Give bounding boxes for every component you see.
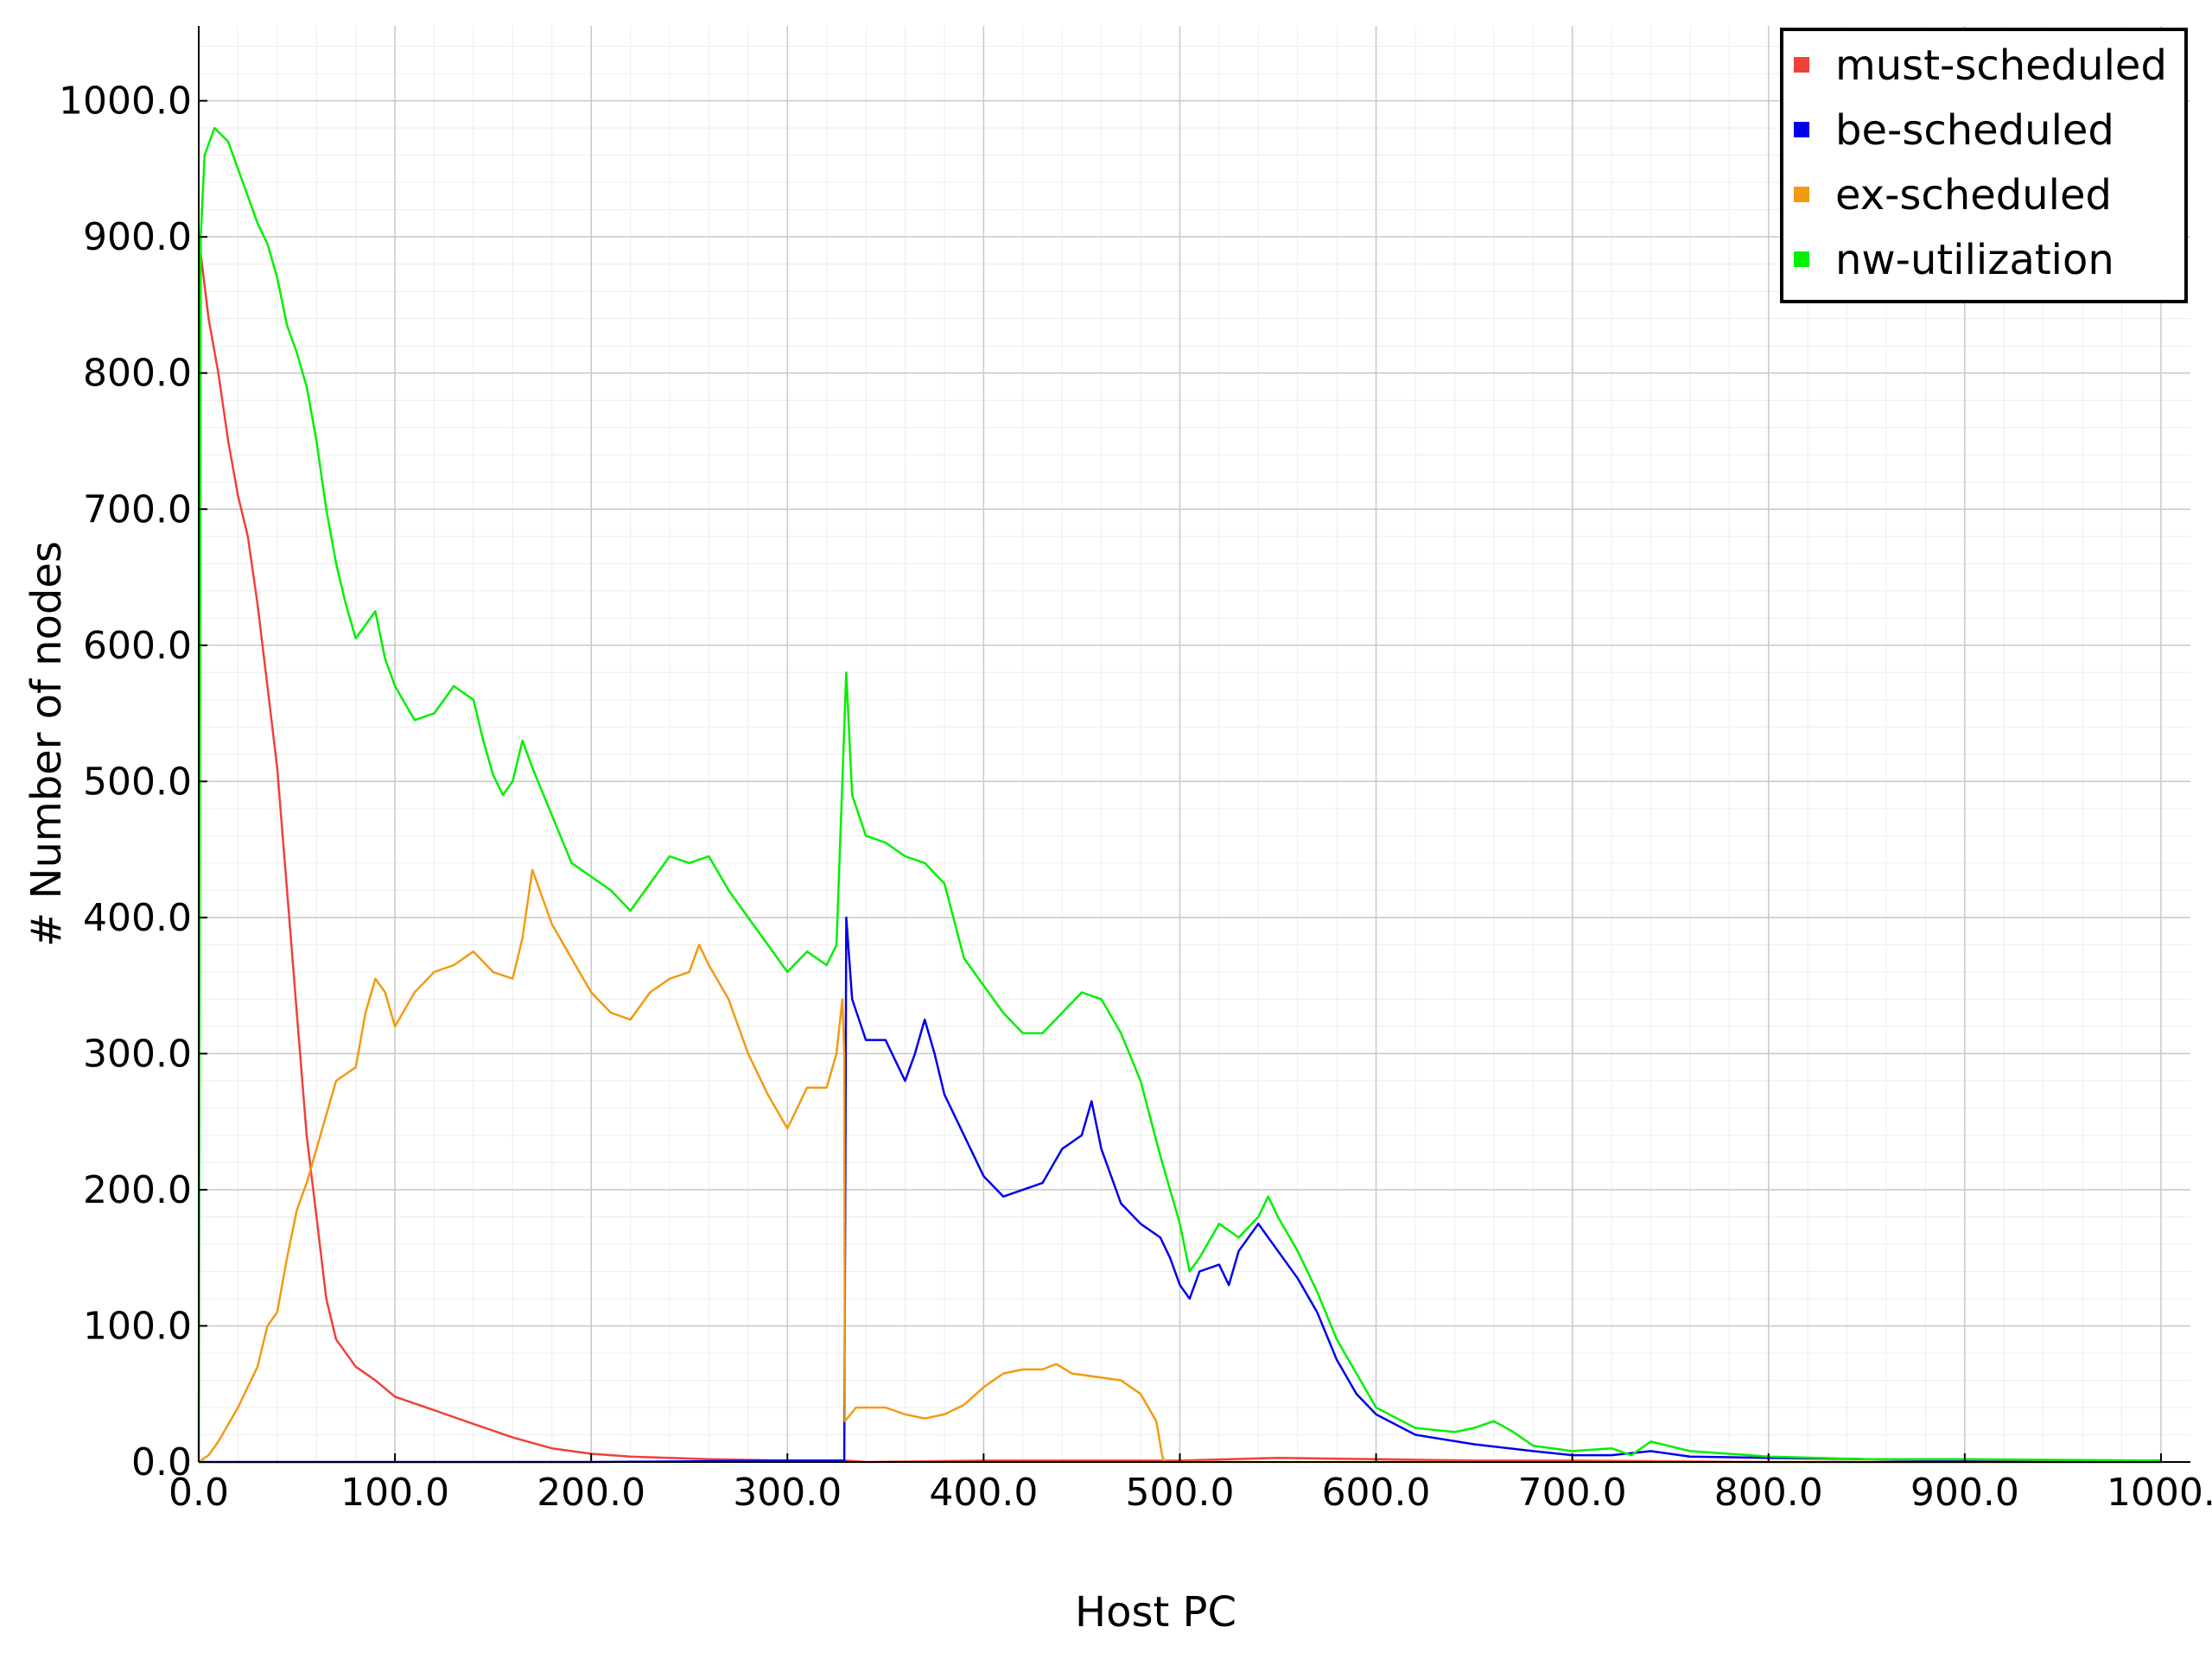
y-axis-title: # Number of nodes (22, 541, 71, 947)
y-tick-label: 1000.0 (59, 79, 192, 124)
legend-swatch (1794, 122, 1809, 137)
x-tick-label: 500.0 (1125, 1471, 1234, 1515)
y-axis-ticks: 0.0 100.0 200.0 300.0 400.0 500.0 600.0 700.0 80… (59, 79, 207, 1484)
legend-swatch (1794, 57, 1809, 73)
y-tick-label: 200.0 (83, 1168, 192, 1212)
series-layer (197, 126, 2161, 1464)
y-tick-label: 800.0 (83, 352, 192, 396)
x-tick-label: 1000. (2107, 1471, 2212, 1515)
y-tick-label: 400.0 (83, 896, 192, 940)
x-tick-label: 200.0 (537, 1471, 645, 1515)
y-tick-label: 700.0 (83, 487, 192, 531)
x-tick-label: 100.0 (340, 1471, 449, 1515)
x-axis-title: Host PC (1075, 1588, 1236, 1637)
y-tick-label: 900.0 (83, 215, 192, 259)
x-tick-label: 800.0 (1714, 1471, 1823, 1515)
legend: must-scheduled be-scheduled ex-scheduled nw… (1780, 28, 2188, 303)
legend-box (1780, 28, 2188, 303)
legend-label: nw-utilization (1835, 236, 2114, 284)
legend-label: must-scheduled (1835, 41, 2167, 90)
legend-swatch (1794, 187, 1809, 202)
x-tick-label: 400.0 (929, 1471, 1038, 1515)
x-tick-label: 700.0 (1518, 1471, 1627, 1515)
y-tick-label: 500.0 (83, 760, 192, 804)
legend-swatch (1794, 251, 1809, 267)
x-tick-label: 300.0 (733, 1471, 842, 1515)
y-tick-label: 0.0 (131, 1440, 192, 1484)
x-tick-label: 600.0 (1322, 1471, 1431, 1515)
series-line-be-scheduled (199, 916, 2161, 1464)
axes (198, 26, 2190, 1463)
legend-label: ex-scheduled (1835, 171, 2112, 219)
x-axis-ticks: 0.0 100.0 200.0 300.0 400.0 500.0 600.0 700.0 80… (168, 1453, 2212, 1515)
x-tick-label: 0.0 (168, 1471, 229, 1515)
series-line-nw-utilization (197, 126, 2161, 1463)
x-tick-label: 900.0 (1910, 1471, 2019, 1515)
y-tick-label: 100.0 (83, 1304, 192, 1348)
y-tick-label: 300.0 (83, 1032, 192, 1076)
series-line-ex-scheduled (198, 868, 2161, 1464)
y-tick-label: 600.0 (83, 624, 192, 668)
legend-label: be-scheduled (1835, 106, 2114, 155)
